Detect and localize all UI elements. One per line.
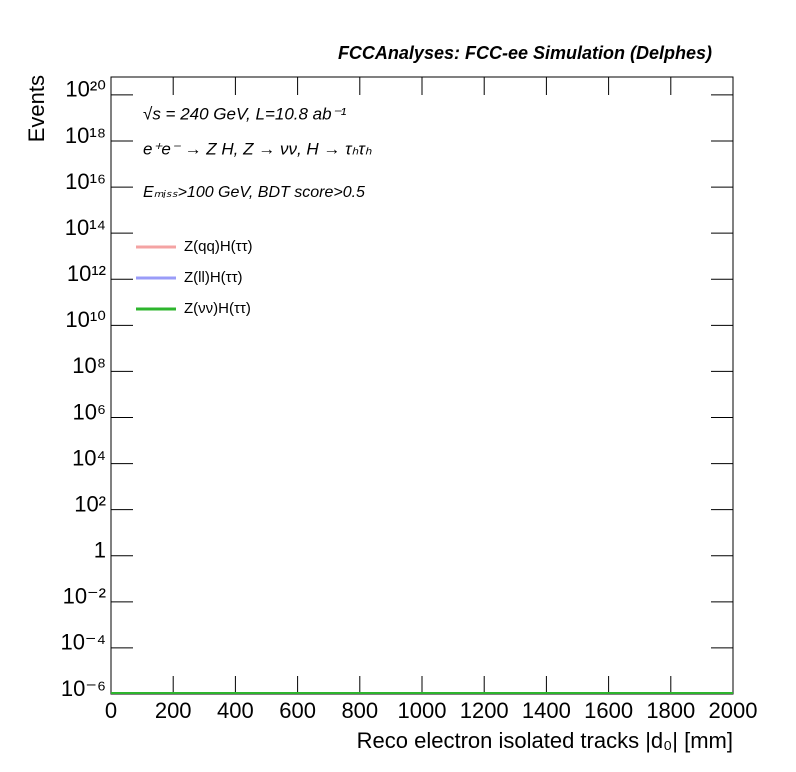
x-tick-label: 800 <box>341 698 378 723</box>
y-tick-label: 10²⁰ <box>65 77 106 102</box>
y-tick-label: 10⁴ <box>72 445 106 470</box>
legend-label: Z(qq)H(ττ) <box>184 238 253 255</box>
y-tick-label: 10² <box>74 491 106 516</box>
legend-label: Z(νν)H(ττ) <box>184 300 251 317</box>
y-tick-label: 10⁻² <box>63 584 106 609</box>
annotation: Eₘᵢₛₛ>100 GeV, BDT score>0.5 <box>143 184 365 201</box>
x-tick-label: 1800 <box>646 698 695 723</box>
y-tick-label: 1 <box>94 538 106 563</box>
plot-frame <box>110 76 734 695</box>
y-tick-label: 10⁻⁶ <box>61 676 106 701</box>
annotation: √s = 240 GeV, L=10.8 ab⁻¹ <box>143 104 347 123</box>
y-tick-label: 10⁸ <box>72 353 106 378</box>
y-tick-label: 10¹⁰ <box>65 307 106 332</box>
y-tick-label: 10¹⁴ <box>65 215 106 240</box>
x-tick-label: 1200 <box>460 698 509 723</box>
y-tick-label: 10⁶ <box>72 399 106 424</box>
y-tick-label: 10⁻⁴ <box>60 630 106 655</box>
x-tick-label: 200 <box>155 698 192 723</box>
x-tick-label: 400 <box>217 698 254 723</box>
chart-title: FCCAnalyses: FCC-ee Simulation (Delphes) <box>338 43 712 63</box>
y-tick-label: 10¹⁶ <box>65 169 106 194</box>
x-axis-label: Reco electron isolated tracks |d₀| [mm] <box>357 728 733 753</box>
annotation: e⁺e⁻ → Z H, Z → νν, H → τₕτₕ <box>143 139 372 158</box>
x-tick-label: 1600 <box>584 698 633 723</box>
x-tick-label: 600 <box>279 698 316 723</box>
y-tick-label: 10¹² <box>67 261 106 286</box>
y-tick-label: 10¹⁸ <box>65 123 106 148</box>
legend-label: Z(ll)H(ττ) <box>184 269 243 286</box>
x-tick-label: 0 <box>105 698 117 723</box>
x-tick-label: 1000 <box>398 698 447 723</box>
x-tick-label: 1400 <box>522 698 571 723</box>
x-tick-label: 2000 <box>709 698 758 723</box>
y-axis-label: Events <box>24 75 49 142</box>
